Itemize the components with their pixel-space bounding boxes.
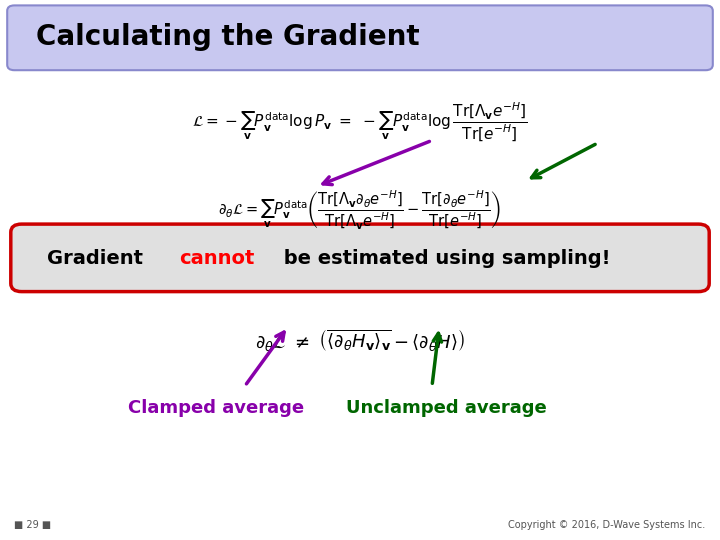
Text: Copyright © 2016, D-Wave Systems Inc.: Copyright © 2016, D-Wave Systems Inc.: [508, 520, 706, 530]
Text: Calculating the Gradient: Calculating the Gradient: [36, 23, 420, 51]
Text: $\partial_\theta \mathcal{L} = \sum_{\mathbf{v}} P_{\mathbf{v}}^{\mathrm{data}} : $\partial_\theta \mathcal{L} = \sum_{\ma…: [218, 189, 502, 232]
Text: ■ 29 ■: ■ 29 ■: [14, 520, 52, 530]
Text: Clamped average: Clamped average: [128, 399, 304, 417]
Text: $\partial_\theta \mathcal{L} \ \neq \ \left( \overline{\langle \partial_\theta H: $\partial_\theta \mathcal{L} \ \neq \ \l…: [255, 327, 465, 353]
Text: Gradient: Gradient: [47, 248, 150, 268]
Text: $\mathcal{L} = -\sum_{\mathbf{v}} P_{\mathbf{v}}^{\mathrm{data}} \log P_{\mathbf: $\mathcal{L} = -\sum_{\mathbf{v}} P_{\ma…: [192, 100, 528, 143]
Text: cannot: cannot: [179, 248, 255, 268]
FancyBboxPatch shape: [7, 5, 713, 70]
Text: Unclamped average: Unclamped average: [346, 399, 546, 417]
FancyBboxPatch shape: [11, 224, 709, 292]
Text: be estimated using sampling!: be estimated using sampling!: [276, 248, 610, 268]
